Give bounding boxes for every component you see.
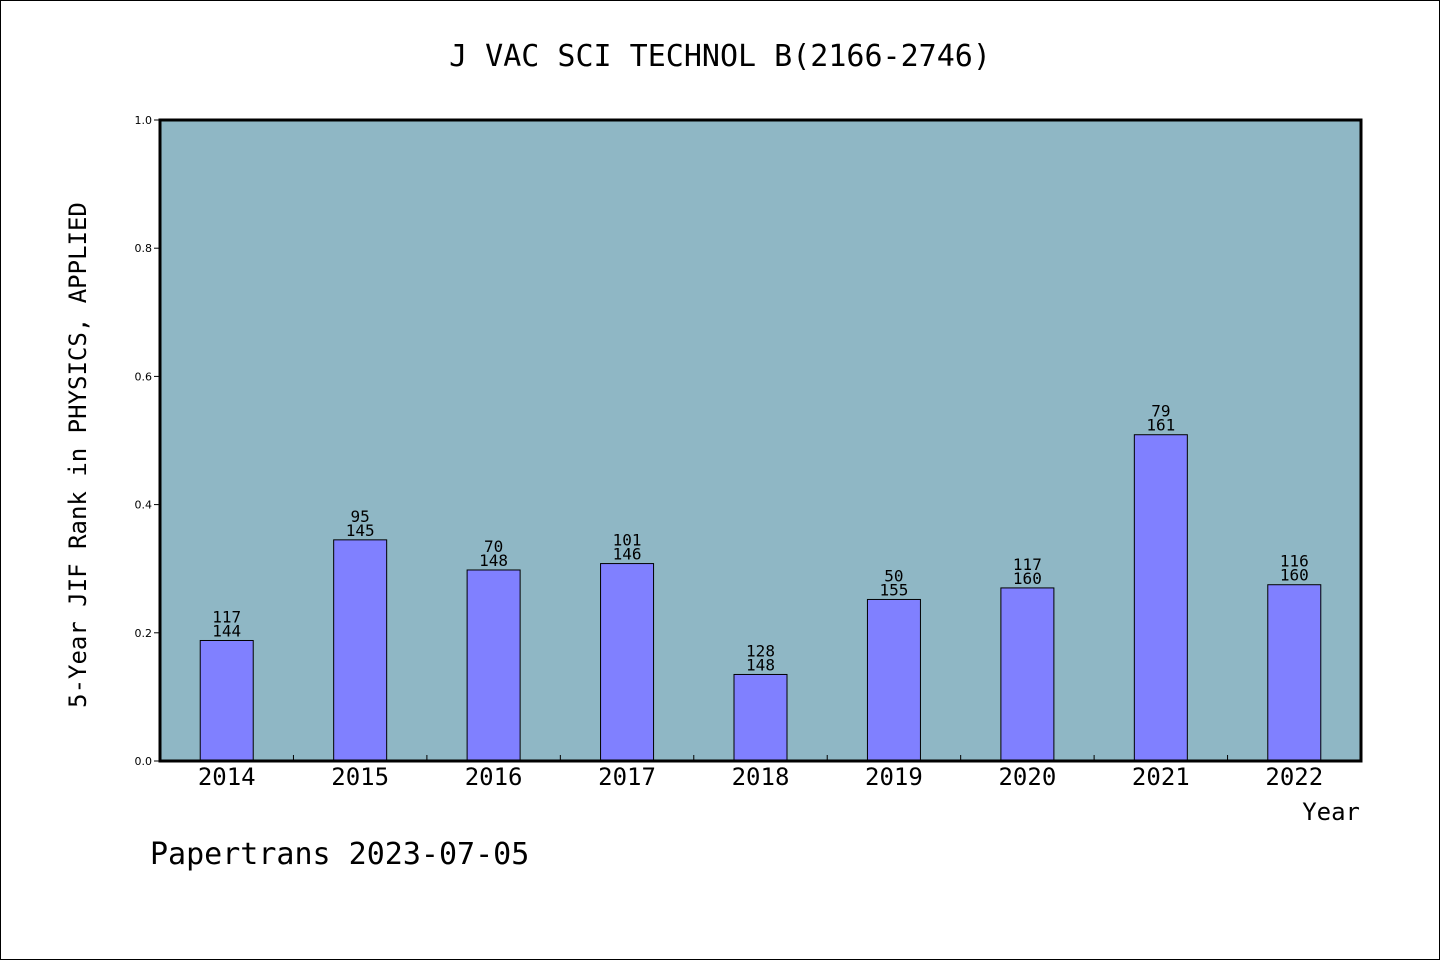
x-tick-label: 2015	[331, 763, 389, 791]
footer-note: Papertrans 2023-07-05	[150, 837, 529, 872]
bar-2019	[866, 598, 921, 762]
bar-label-rank: 116	[1280, 552, 1309, 571]
bar-label-rank: 117	[1013, 555, 1042, 574]
y-tick-label: 0.6	[135, 370, 153, 383]
y-axis-label: 5-Year JIF Rank in PHYSICS, APPLIED	[64, 202, 92, 708]
bar-label-total: 145	[346, 521, 375, 540]
chart-title: J VAC SCI TECHNOL B(2166-2746)	[449, 39, 991, 74]
plot-area: 0.00.20.40.60.81.01171442014951452015701…	[135, 114, 1363, 791]
bar-label-total: 155	[879, 580, 908, 599]
bar-2015	[333, 539, 388, 762]
x-axis-label: Year	[1302, 798, 1360, 826]
bar-2020	[1000, 587, 1055, 762]
plot-border	[158, 118, 1363, 763]
bar-label-total: 160	[1013, 569, 1042, 588]
bar-label-rank: 50	[884, 566, 903, 585]
bar-2017	[600, 563, 655, 762]
bar-2021	[1133, 434, 1188, 762]
bar-label-total: 160	[1280, 566, 1309, 585]
bar-label-rank: 79	[1151, 402, 1170, 421]
x-tick-label: 2022	[1265, 763, 1323, 791]
y-tick-label: 0.4	[135, 499, 153, 512]
bar-2014	[199, 639, 254, 762]
x-tick-label: 2019	[865, 763, 923, 791]
bar-label-rank: 101	[613, 531, 642, 550]
y-tick-label: 0.0	[135, 755, 153, 768]
y-tick-label: 0.2	[135, 627, 153, 640]
x-tick-label: 2014	[198, 763, 256, 791]
bar-label-total: 146	[613, 545, 642, 564]
bar-label-rank: 128	[746, 641, 775, 660]
bar-label-rank: 70	[484, 537, 503, 556]
y-tick-label: 0.8	[135, 242, 153, 255]
x-tick-label: 2016	[465, 763, 523, 791]
bar-label-rank: 95	[351, 507, 370, 526]
bar-2022	[1267, 584, 1322, 762]
x-tick-label: 2018	[732, 763, 790, 791]
bar-label-total: 161	[1146, 416, 1175, 435]
x-tick-label: 2021	[1132, 763, 1190, 791]
bar-label-total: 148	[746, 655, 775, 674]
bar-label-total: 148	[479, 551, 508, 570]
x-tick-label: 2017	[598, 763, 656, 791]
bar-2016	[466, 569, 521, 762]
y-tick-label: 1.0	[135, 114, 153, 127]
bar-label-total: 144	[212, 621, 241, 640]
bar-label-rank: 117	[212, 607, 241, 626]
bar-2018	[733, 673, 788, 762]
x-tick-label: 2020	[998, 763, 1056, 791]
